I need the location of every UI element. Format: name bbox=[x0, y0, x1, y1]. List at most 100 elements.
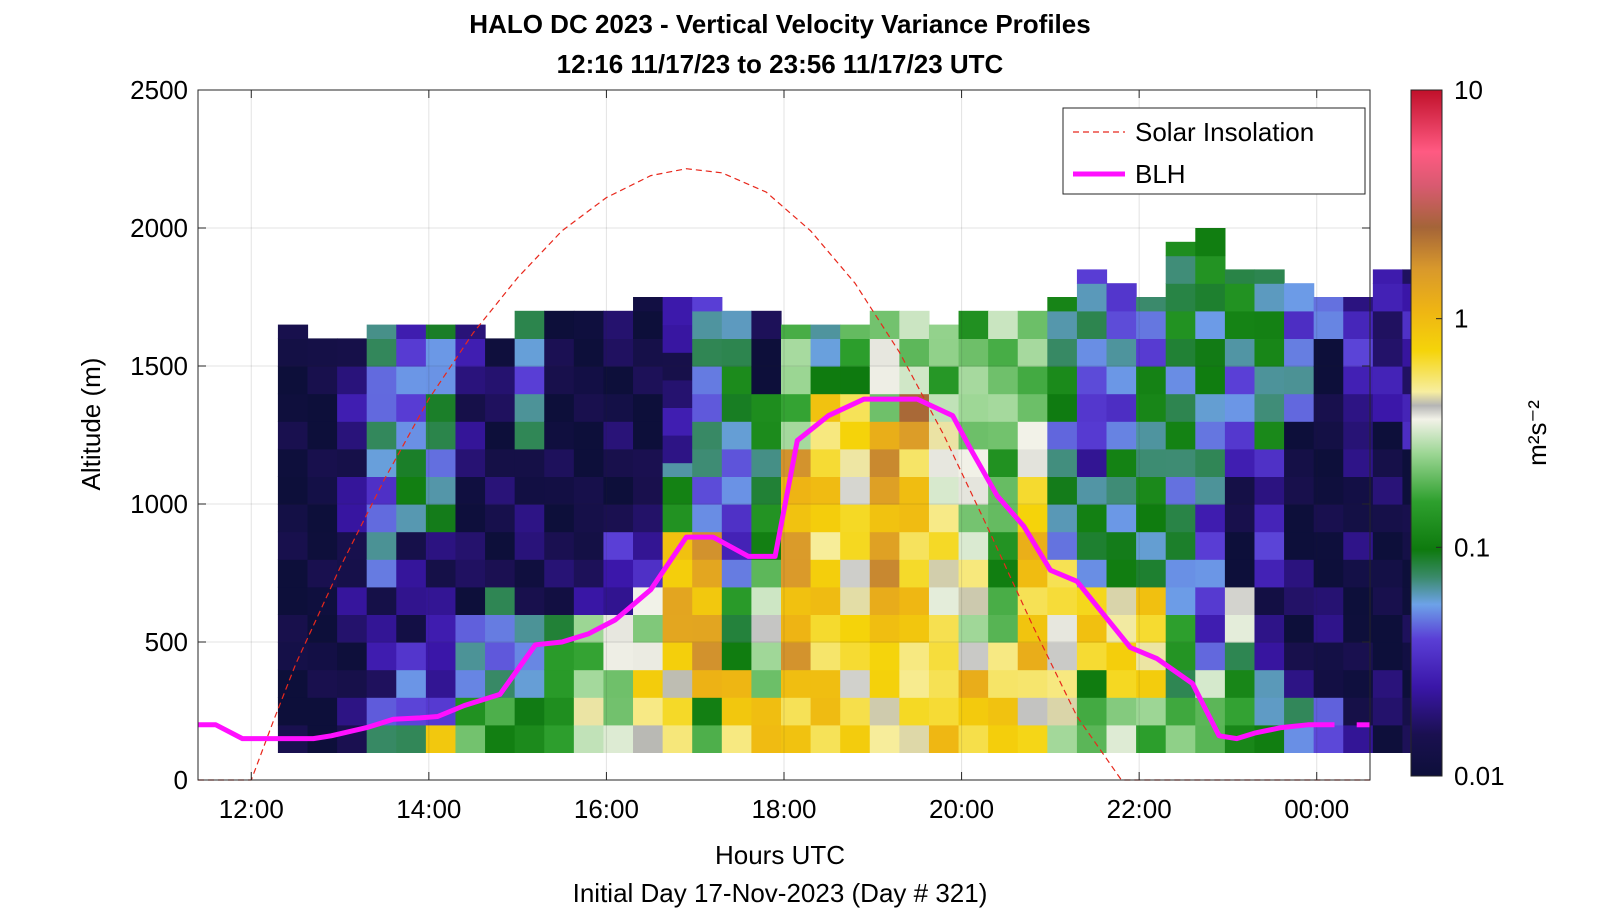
series-lines bbox=[198, 168, 1370, 781]
heatmap-cell bbox=[869, 476, 900, 505]
heatmap-cell bbox=[514, 421, 545, 450]
heatmap-cell bbox=[1372, 393, 1404, 422]
heatmap-cell bbox=[751, 614, 782, 643]
heatmap-cell bbox=[692, 559, 723, 588]
heatmap-cell bbox=[1047, 614, 1078, 643]
heatmap-cell bbox=[337, 393, 368, 422]
heatmap-cell bbox=[1343, 393, 1374, 422]
heatmap-cell bbox=[366, 642, 397, 671]
heatmap-cell bbox=[573, 421, 605, 450]
heatmap-cell bbox=[751, 724, 782, 753]
heatmap-cell bbox=[780, 324, 812, 339]
heatmap-cell bbox=[869, 669, 900, 698]
heatmap-cell bbox=[692, 421, 723, 450]
heatmap-cell bbox=[721, 697, 752, 726]
heatmap-cell bbox=[988, 642, 1019, 671]
heatmap-cell bbox=[1224, 586, 1256, 615]
heatmap-cell bbox=[780, 697, 812, 726]
heatmap-cell bbox=[1343, 669, 1374, 698]
heatmap-cell bbox=[455, 476, 486, 505]
heatmap-cell bbox=[662, 324, 693, 353]
heatmap-cell bbox=[603, 421, 634, 450]
y-tick-label: 1500 bbox=[130, 351, 188, 381]
heatmap-cell bbox=[1195, 310, 1226, 339]
heatmap-cell bbox=[928, 642, 960, 671]
heatmap-cell bbox=[1284, 338, 1315, 367]
heatmap-cell bbox=[633, 366, 664, 395]
heatmap-cell bbox=[485, 614, 516, 643]
heatmap-cell bbox=[810, 614, 841, 643]
heatmap-cell bbox=[840, 476, 871, 505]
heatmap-cell bbox=[1224, 421, 1256, 450]
heatmap-cell bbox=[366, 338, 397, 367]
x-tick-label: 14:00 bbox=[396, 794, 461, 824]
heatmap-cell bbox=[1224, 269, 1256, 284]
heatmap-cell bbox=[662, 476, 693, 505]
heatmap-cell bbox=[780, 366, 812, 395]
heatmap-cell bbox=[1343, 310, 1374, 339]
heatmap-cell bbox=[573, 448, 605, 477]
heatmap-cell bbox=[1195, 614, 1226, 643]
x-tick-label: 18:00 bbox=[751, 794, 816, 824]
heatmap-cell bbox=[1106, 724, 1137, 753]
heatmap-cell bbox=[485, 393, 516, 422]
heatmap-cell bbox=[396, 324, 427, 339]
heatmap-cell bbox=[1313, 297, 1344, 312]
heatmap-cell bbox=[1254, 642, 1285, 671]
heatmap-cell bbox=[485, 724, 516, 753]
heatmap-cell bbox=[633, 393, 664, 422]
heatmap-cell bbox=[840, 504, 871, 533]
heatmap-cell bbox=[366, 559, 397, 588]
heatmap-cell bbox=[514, 476, 545, 505]
heatmap-cell bbox=[277, 614, 309, 643]
heatmap-cell bbox=[1313, 559, 1344, 588]
heatmap-cell bbox=[633, 614, 664, 643]
heatmap-cell bbox=[988, 724, 1019, 753]
heatmap-cell bbox=[1195, 228, 1226, 257]
heatmap-cell bbox=[1017, 421, 1048, 450]
heatmap-cell bbox=[1017, 393, 1048, 422]
heatmap-cell bbox=[869, 310, 900, 339]
heatmap-cell bbox=[544, 697, 575, 726]
heatmap-cell bbox=[1254, 586, 1285, 615]
heatmap-cell bbox=[928, 338, 960, 367]
heatmap-cell bbox=[573, 393, 605, 422]
heatmap-cell bbox=[603, 476, 634, 505]
heatmap-cell bbox=[573, 586, 605, 615]
legend: Solar Insolation BLH bbox=[1062, 107, 1366, 195]
heatmap-cell bbox=[1017, 338, 1048, 367]
heatmap-cell bbox=[1313, 724, 1344, 753]
heatmap-cell bbox=[1284, 421, 1315, 450]
heatmap-cell bbox=[958, 310, 989, 339]
heatmap-cell bbox=[485, 559, 516, 588]
heatmap-cell bbox=[1284, 531, 1315, 560]
heatmap-cell bbox=[721, 393, 752, 422]
heatmap-cell bbox=[899, 614, 930, 643]
heatmap-cell bbox=[662, 669, 693, 698]
heatmap-cell bbox=[958, 366, 989, 395]
heatmap-cell bbox=[751, 559, 782, 588]
heatmap-cell bbox=[514, 366, 545, 395]
heatmap-cell bbox=[1106, 559, 1137, 588]
heatmap-cell bbox=[692, 724, 723, 753]
heatmap-cell bbox=[1224, 504, 1256, 533]
heatmap-cell bbox=[928, 669, 960, 698]
heatmap-cell bbox=[514, 724, 545, 753]
heatmap-cell bbox=[988, 338, 1019, 367]
heatmap-cell bbox=[899, 504, 930, 533]
heatmap-cell bbox=[780, 393, 812, 422]
heatmap-cell bbox=[1165, 724, 1196, 753]
heatmap-cell bbox=[692, 448, 723, 477]
heatmap-cell bbox=[780, 669, 812, 698]
heatmap-cell bbox=[1343, 531, 1374, 560]
heatmap-cell bbox=[1372, 269, 1404, 284]
heatmap-cell bbox=[514, 559, 545, 588]
heatmap-cell bbox=[307, 586, 338, 615]
heatmap-cell bbox=[1106, 338, 1137, 367]
heatmap-cell bbox=[1254, 269, 1285, 284]
heatmap-cell bbox=[751, 697, 782, 726]
heatmap-cell bbox=[958, 669, 989, 698]
heatmap-cell bbox=[988, 669, 1019, 698]
heatmap-cell bbox=[1343, 504, 1374, 533]
heatmap-cell bbox=[1017, 366, 1048, 395]
